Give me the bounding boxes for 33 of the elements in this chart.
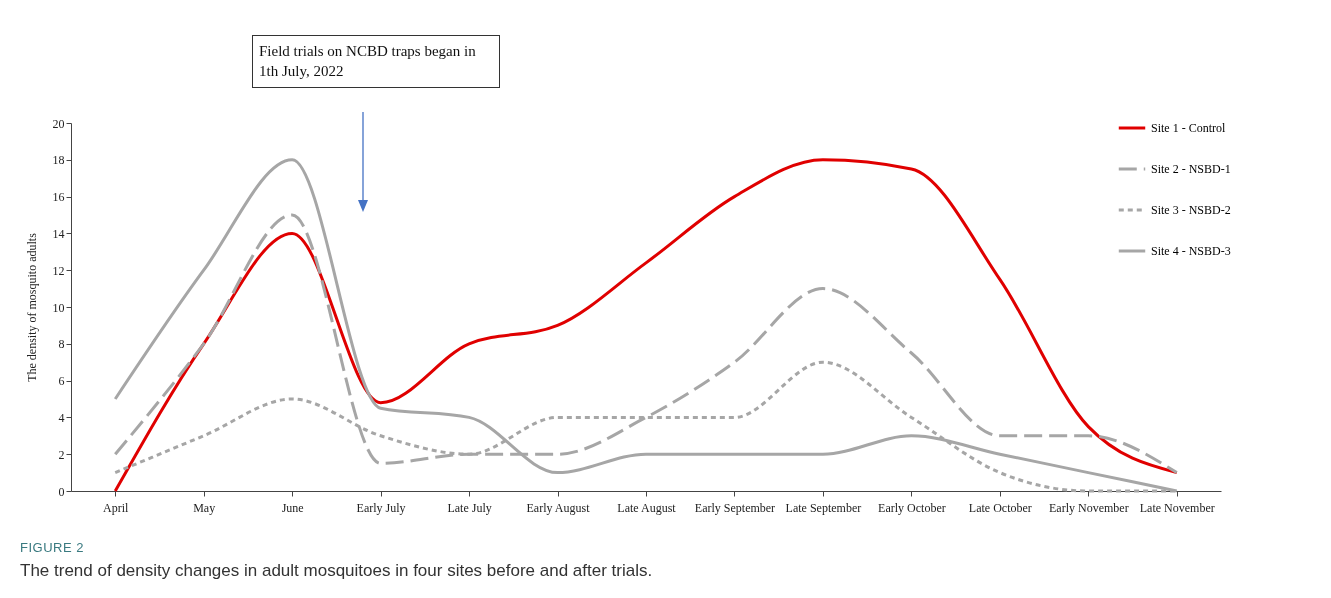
x-tick-label: Late August: [617, 500, 677, 515]
text: The trend of density changes in adult mosquitoes in four sites before and after trials.: [20, 561, 653, 581]
y-tick-label: 20: [52, 116, 65, 131]
x-tick-label: Early October: [878, 500, 946, 515]
x-tick-label: Early July: [356, 500, 406, 515]
y-tick-label: 6: [58, 374, 65, 389]
x-tick-label: Late July: [447, 500, 492, 515]
y-axis-title: The density of mosquito adults: [24, 232, 39, 382]
legend-label: Site 1 - Control: [1151, 121, 1226, 135]
legend-label: Site 2 - NSBD-1: [1151, 162, 1231, 176]
y-tick-label: 0: [58, 484, 65, 499]
text: Field trials on NCBD traps began in 1th July, 2022: [252, 35, 500, 88]
x-tick-label: May: [193, 500, 216, 515]
y-tick-label: 8: [58, 337, 65, 352]
x-tick-label: Early August: [526, 500, 591, 515]
x-tick-label: Late November: [1139, 500, 1215, 515]
y-tick-label: 18: [52, 153, 65, 168]
y-tick-label: 4: [58, 410, 65, 425]
y-tick-label: 2: [58, 447, 65, 462]
x-tick-label: April: [103, 500, 130, 515]
y-tick-label: 12: [52, 263, 65, 278]
x-tick-label: Late October: [968, 500, 1032, 515]
x-tick-label: Late September: [785, 500, 862, 515]
x-tick-label: Early November: [1048, 500, 1129, 515]
y-tick-label: 14: [52, 226, 65, 241]
x-tick-label: Early September: [694, 500, 776, 515]
line-series: [113, 158, 1179, 493]
legend-label: Site 3 - NSBD-2: [1151, 203, 1231, 217]
y-tick-label: 16: [52, 190, 65, 205]
y-tick-label: 10: [52, 300, 65, 315]
caption: FIGURE 2: [20, 540, 84, 555]
x-tick-label: June: [281, 500, 304, 515]
legend-label: Site 4 - NSBD-3: [1151, 244, 1231, 258]
